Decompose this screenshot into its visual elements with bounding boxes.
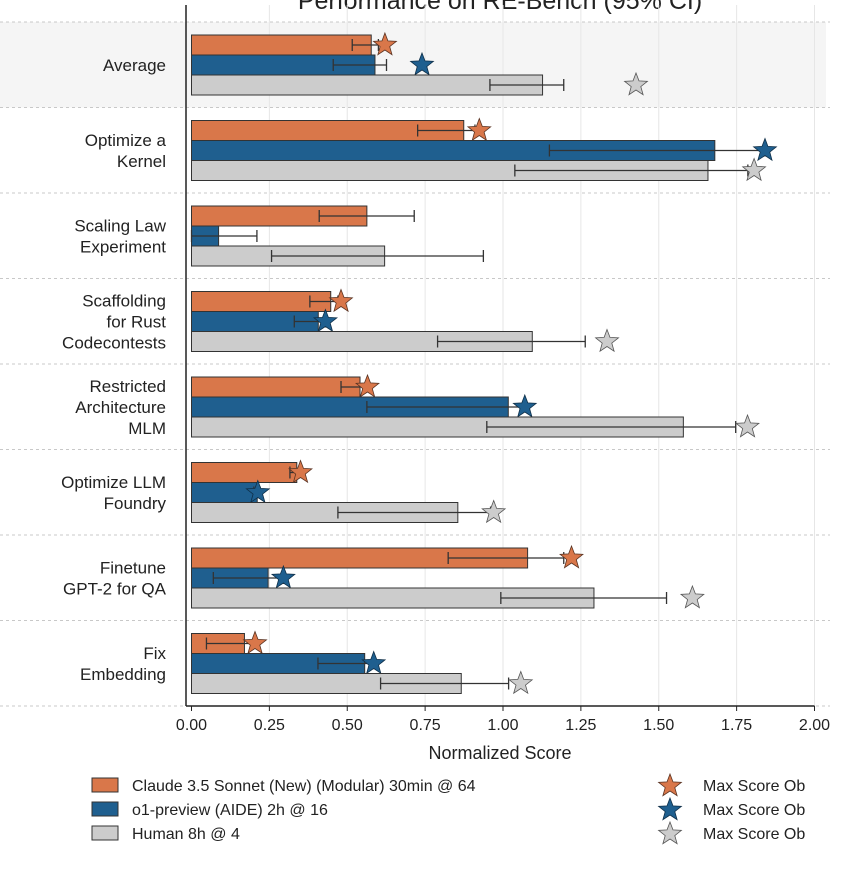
category-label: MLM <box>128 419 166 438</box>
max-score-star <box>466 117 492 142</box>
legend-star-icon <box>657 772 683 797</box>
legend-star-icon <box>657 820 683 845</box>
category-label: Scaling Law <box>74 216 166 235</box>
legend-swatch <box>91 777 119 793</box>
legend-swatch <box>91 825 119 841</box>
max-score-star <box>512 393 538 418</box>
category-label: Kernel <box>117 152 166 171</box>
max-score-star <box>372 31 398 56</box>
x-tick-label: 0.00 <box>176 717 207 734</box>
max-score-star <box>559 544 584 569</box>
category-label: Embedding <box>80 665 166 684</box>
category-label: Scaffolding <box>82 291 166 310</box>
x-tick-label: 2.00 <box>799 717 830 734</box>
category-label: for Rust <box>106 312 166 331</box>
x-tick-label: 1.00 <box>487 717 518 734</box>
legend-label: Max Score Ob <box>703 802 805 819</box>
category-label: Average <box>103 56 166 75</box>
max-score-star <box>288 459 313 484</box>
category-label: Experiment <box>80 237 166 256</box>
category-label: GPT-2 for QA <box>63 579 167 598</box>
x-axis-label: Normalized Score <box>428 743 571 763</box>
max-score-star <box>679 584 705 609</box>
category-label: Finetune <box>100 558 166 577</box>
max-score-star <box>328 288 354 313</box>
max-score-star <box>242 630 268 655</box>
x-tick-label: 1.75 <box>721 717 752 734</box>
category-label: Restricted <box>89 377 166 396</box>
max-score-star <box>623 71 649 96</box>
x-tick-label: 0.50 <box>332 717 363 734</box>
max-score-star <box>245 479 271 504</box>
category-label: Optimize LLM <box>61 473 166 492</box>
x-tick-label: 1.50 <box>643 717 674 734</box>
category-label: Architecture <box>75 398 166 417</box>
max-score-star <box>270 564 296 589</box>
legend-label: Claude 3.5 Sonnet (New) (Modular) 30min … <box>132 778 476 795</box>
bar <box>191 482 258 503</box>
legend-label: Human 8h @ 4 <box>132 826 240 843</box>
max-score-star <box>409 51 435 76</box>
max-score-star <box>481 499 507 524</box>
max-score-star <box>594 328 620 353</box>
x-tick-label: 0.25 <box>254 717 285 734</box>
max-score-star <box>355 373 380 398</box>
x-tick-label: 1.25 <box>565 717 596 734</box>
bar <box>191 462 298 483</box>
category-label: Optimize a <box>85 131 167 150</box>
category-label: Codecontests <box>62 333 166 352</box>
category-label: Fix <box>143 644 166 663</box>
max-score-star <box>741 157 767 182</box>
legend-star-icon <box>657 796 683 821</box>
category-label: Foundry <box>104 494 167 513</box>
max-score-star <box>752 137 778 162</box>
legend-label: o1-preview (AIDE) 2h @ 16 <box>132 802 328 819</box>
max-score-star <box>361 650 387 675</box>
bar <box>191 376 361 398</box>
x-tick-label: 0.75 <box>410 717 441 734</box>
legend-label: Max Score Ob <box>703 826 805 843</box>
bar <box>191 34 372 56</box>
max-score-star <box>312 308 338 333</box>
max-score-star <box>735 413 760 438</box>
legend-label: Max Score Ob <box>703 778 805 795</box>
max-score-star <box>508 670 534 695</box>
chart-title: Performance on RE-Bench (95% CI) <box>298 0 702 15</box>
legend-swatch <box>91 801 119 817</box>
